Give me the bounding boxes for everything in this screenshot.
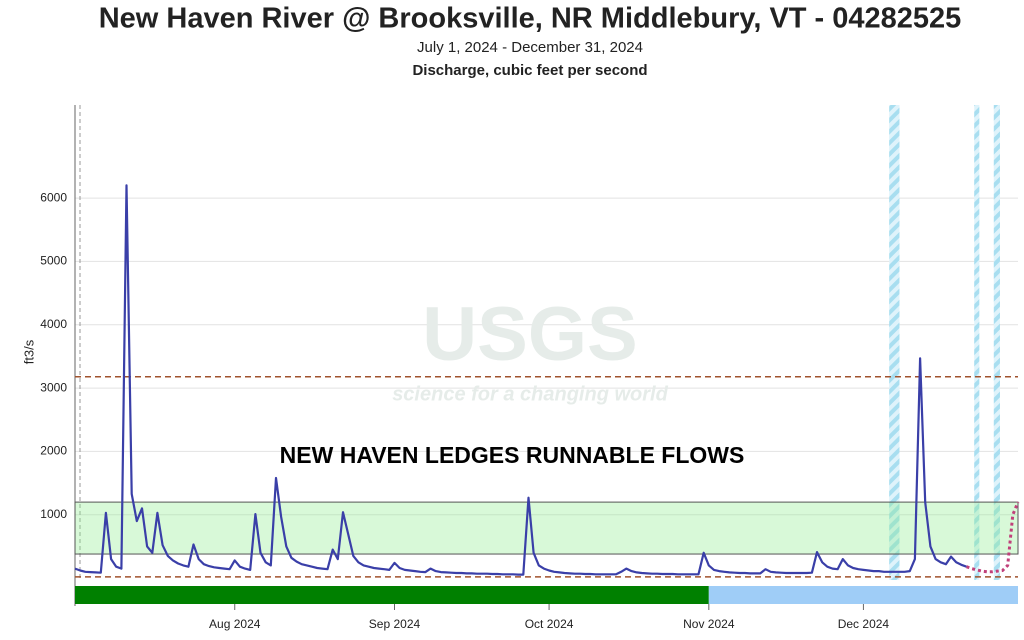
y-tick-label: 1000 [40,507,67,521]
status-provisional [708,586,1018,604]
y-tick-label: 4000 [40,317,67,331]
ice-band [974,105,980,580]
ice-band [889,105,900,580]
chart-title: New Haven River @ Brooksville, NR Middle… [99,3,962,35]
chart-subtitle: July 1, 2024 - December 31, 2024 [417,39,643,56]
y-axis-label: ft3/s [21,339,36,364]
x-tick-label: Aug 2024 [209,617,261,631]
data-line [965,501,1020,574]
chart-subtitle: Discharge, cubic feet per second [412,62,647,79]
y-tick-label: 2000 [40,444,67,458]
y-tick-label: 5000 [40,254,67,268]
x-tick-label: Sep 2024 [369,617,421,631]
x-tick-label: Dec 2024 [838,617,890,631]
watermark-tagline: science for a changing world [392,383,668,405]
runnable-band [74,501,1019,555]
data-line [74,184,967,576]
x-tick-label: Nov 2024 [683,617,735,631]
ice-band [993,105,1000,580]
status-approved [75,586,709,604]
y-tick-label: 6000 [40,190,67,204]
annotation: NEW HAVEN LEDGES RUNNABLE FLOWS [280,442,745,468]
y-tick-label: 3000 [40,380,67,394]
watermark: USGS [422,292,637,377]
x-tick-label: Oct 2024 [525,617,574,631]
